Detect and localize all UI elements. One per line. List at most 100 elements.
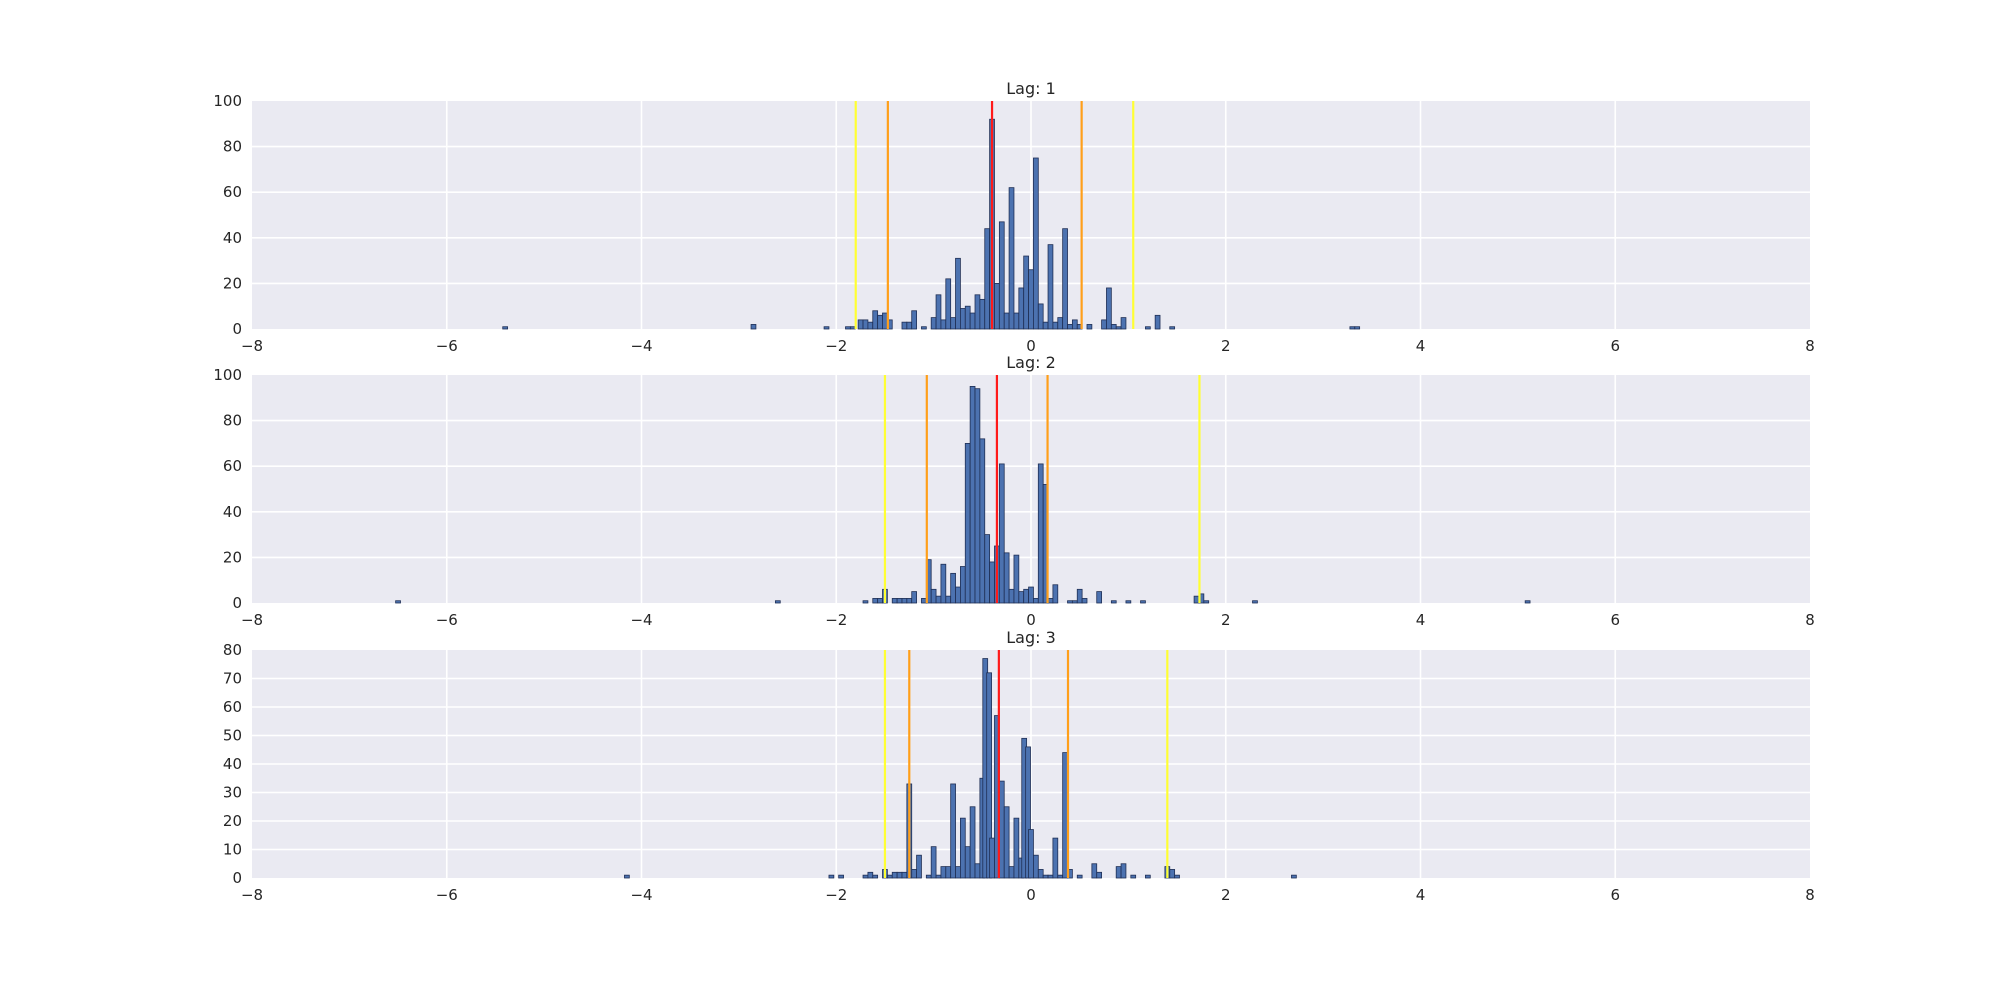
x-tick-label: −4 xyxy=(630,886,652,904)
histogram-bar xyxy=(774,600,781,604)
histogram-bar xyxy=(1008,588,1015,604)
histogram-bar xyxy=(950,317,956,330)
y-tick-label: 80 xyxy=(223,412,242,430)
subplot-title: Lag: 3 xyxy=(1006,628,1056,647)
y-tick-label: 50 xyxy=(223,727,242,745)
x-tick-label: 2 xyxy=(1221,886,1231,904)
histogram-bar xyxy=(1130,874,1137,879)
x-tick-label: −2 xyxy=(825,886,847,904)
histogram-bar xyxy=(986,672,992,879)
histogram-bar xyxy=(974,863,981,879)
histogram-bar xyxy=(950,572,956,604)
histogram-bar xyxy=(1033,598,1039,604)
histogram-bar xyxy=(906,598,913,604)
x-tick-label: −4 xyxy=(630,337,652,355)
histogram-bar xyxy=(979,298,986,330)
histogram-bar xyxy=(1106,287,1112,330)
x-tick-label: −8 xyxy=(241,886,263,904)
y-tick-label: 30 xyxy=(223,784,242,802)
histogram-bar xyxy=(1013,312,1020,330)
histogram-bar xyxy=(998,780,1005,879)
histogram-bar xyxy=(989,837,995,879)
histogram-bar xyxy=(1110,600,1117,604)
histogram-bar xyxy=(935,294,942,330)
histogram-bar xyxy=(945,278,952,330)
histogram-bar xyxy=(1028,586,1034,604)
y-tick-label: 70 xyxy=(223,670,242,688)
y-tick-label: 80 xyxy=(223,641,242,659)
x-tick-label: −8 xyxy=(241,337,263,355)
y-tick-label: 20 xyxy=(223,548,242,566)
histogram-bar xyxy=(1047,598,1054,604)
histogram-bar xyxy=(969,312,976,330)
histogram-bar xyxy=(974,294,981,330)
histogram-bar xyxy=(624,874,630,879)
histogram-bar xyxy=(872,874,879,879)
histogram-bar xyxy=(1115,326,1122,330)
y-tick-label: 20 xyxy=(223,274,242,292)
histogram-bar xyxy=(955,257,961,330)
histogram-bar xyxy=(998,221,1005,330)
histogram-bar xyxy=(862,319,869,330)
histogram-bar xyxy=(955,866,961,879)
histogram-bar xyxy=(1071,319,1078,330)
histogram-bar xyxy=(1169,326,1176,330)
histogram-bar xyxy=(867,321,874,330)
histogram-bar xyxy=(1062,752,1068,879)
histogram-bar xyxy=(1203,600,1210,604)
histogram-bar xyxy=(896,871,903,879)
histogram-bar xyxy=(1023,588,1029,604)
histogram-bar xyxy=(1169,869,1176,879)
histogram-bar xyxy=(1349,326,1356,330)
y-tick-label: 60 xyxy=(223,457,242,475)
histogram-bar xyxy=(1071,600,1078,604)
histogram-bar xyxy=(891,871,898,879)
histogram-bar xyxy=(964,846,971,879)
x-tick-label: 8 xyxy=(1805,611,1815,629)
histogram-bar xyxy=(1140,600,1146,604)
x-tick-label: 6 xyxy=(1610,337,1620,355)
histogram-bar xyxy=(1025,746,1031,879)
histogram-bar xyxy=(862,600,869,604)
histogram-bar xyxy=(1033,157,1039,330)
histogram-bar xyxy=(1028,269,1034,330)
histogram-bar xyxy=(1125,600,1132,604)
x-tick-label: 2 xyxy=(1221,337,1231,355)
x-tick-label: 0 xyxy=(1026,337,1036,355)
x-tick-label: 4 xyxy=(1416,611,1426,629)
histogram-bar xyxy=(1037,463,1044,604)
histogram-bar xyxy=(1047,874,1054,879)
histogram-bar xyxy=(882,312,888,330)
histogram-bar xyxy=(1018,591,1025,604)
histogram-bar xyxy=(1062,228,1068,330)
histogram-bar xyxy=(1120,863,1127,879)
x-tick-label: 6 xyxy=(1610,886,1620,904)
histogram-bar xyxy=(1354,326,1361,330)
subplot-title: Lag: 1 xyxy=(1006,79,1056,98)
histogram-bar xyxy=(901,598,908,604)
histogram-bar xyxy=(1115,866,1122,879)
histogram-bar xyxy=(1096,871,1102,879)
histogram-bar xyxy=(1145,874,1151,879)
histogram-bar xyxy=(867,871,874,879)
x-tick-label: 8 xyxy=(1805,337,1815,355)
x-tick-label: −4 xyxy=(630,611,652,629)
histogram-bar xyxy=(1076,588,1083,604)
histogram-bar xyxy=(984,228,991,330)
histogram-bar xyxy=(1008,187,1015,330)
x-tick-label: 8 xyxy=(1805,886,1815,904)
histogram-bar xyxy=(877,314,883,330)
histogram-bar xyxy=(911,310,917,330)
y-tick-label: 60 xyxy=(223,183,242,201)
histogram-bar xyxy=(930,588,937,604)
histogram-bar xyxy=(1154,314,1161,330)
histogram-bar xyxy=(935,595,942,604)
histogram-bar xyxy=(1023,255,1029,330)
y-tick-label: 10 xyxy=(223,841,242,859)
x-tick-label: −2 xyxy=(825,337,847,355)
y-tick-label: 0 xyxy=(232,594,242,612)
y-tick-label: 100 xyxy=(213,92,242,110)
histogram-bar xyxy=(1052,584,1059,604)
histogram-bar xyxy=(960,566,966,604)
